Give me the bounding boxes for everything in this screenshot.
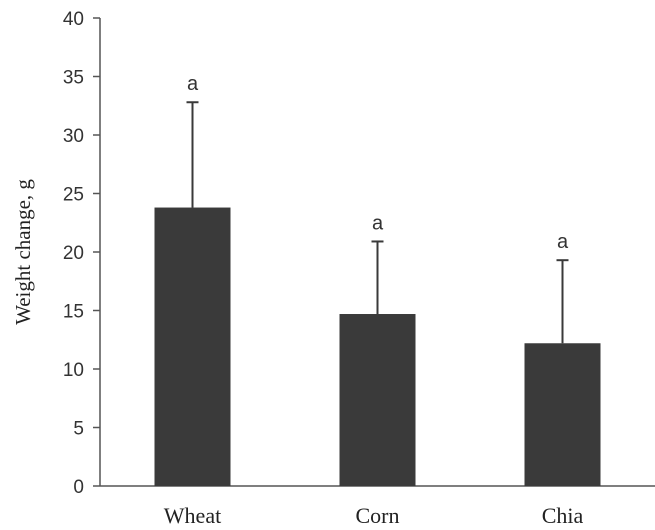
x-category-label: Wheat [164,503,221,528]
y-tick-label: 40 [63,9,84,30]
y-tick-label: 15 [63,302,84,323]
significance-label: a [372,212,384,234]
significance-label: a [187,73,199,95]
significance-label: a [557,231,569,253]
y-tick-label: 20 [63,243,84,264]
y-axis-ticks: 0 5 10 15 20 25 30 35 40 [63,9,100,498]
bar-chia [524,343,601,486]
y-axis-title: Weight change, g [11,179,35,325]
y-tick-label: 25 [63,185,84,206]
y-tick-label: 35 [63,68,84,89]
x-category-label: Chia [542,503,584,528]
x-category-label: Corn [356,503,400,528]
y-tick-label: 0 [73,477,84,498]
bar-wheat [154,207,231,487]
y-tick-label: 30 [63,126,84,147]
bar-corn [339,314,416,486]
bars-group: a Wheat a Corn a Chia [154,73,601,528]
y-tick-label: 10 [63,360,84,381]
y-tick-label: 5 [73,419,84,440]
